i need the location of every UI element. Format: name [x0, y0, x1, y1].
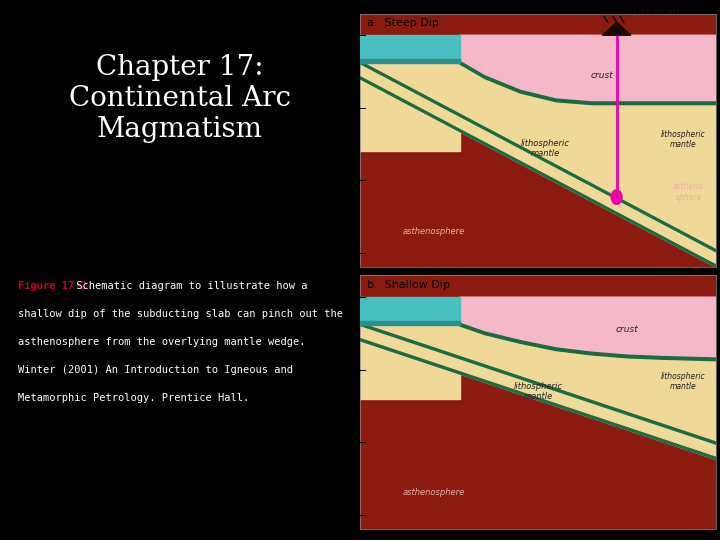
Polygon shape [460, 297, 716, 358]
Polygon shape [360, 77, 716, 267]
Polygon shape [360, 275, 716, 529]
Text: asthenosphere: asthenosphere [402, 227, 465, 235]
Text: asthenosphere from the overlying mantle wedge.: asthenosphere from the overlying mantle … [18, 337, 305, 347]
Text: km: km [338, 406, 351, 415]
Polygon shape [460, 323, 716, 442]
Text: 50: 50 [340, 103, 351, 112]
Polygon shape [360, 339, 716, 460]
Text: 0: 0 [346, 293, 351, 302]
Text: Chapter 17:
Continental Arc
Magmatism: Chapter 17: Continental Arc Magmatism [69, 54, 291, 144]
Text: crust: crust [616, 325, 639, 334]
Text: 50: 50 [340, 365, 351, 374]
Text: a.  Steep Dip: a. Steep Dip [367, 18, 439, 28]
Text: lithospheric
mantle: lithospheric mantle [661, 372, 706, 391]
Polygon shape [360, 323, 716, 444]
Text: shallow dip of the subducting slab can pinch out the: shallow dip of the subducting slab can p… [18, 309, 343, 319]
Text: lithospheric
mantle: lithospheric mantle [513, 382, 563, 401]
Text: Winter (2001) An Introduction to Igneous and: Winter (2001) An Introduction to Igneous… [18, 365, 293, 375]
Polygon shape [360, 321, 460, 325]
Polygon shape [460, 62, 716, 105]
Text: 100: 100 [334, 176, 351, 185]
Text: 150: 150 [334, 248, 351, 257]
Polygon shape [460, 323, 716, 361]
Polygon shape [460, 35, 716, 102]
Polygon shape [360, 323, 460, 399]
Polygon shape [360, 62, 716, 252]
Text: Metamorphic Petrology. Prentice Hall.: Metamorphic Petrology. Prentice Hall. [18, 393, 249, 403]
Text: astheno-
sphere: astheno- sphere [672, 182, 706, 201]
Text: 100: 100 [334, 438, 351, 447]
Text: lithospheric
mantle: lithospheric mantle [521, 139, 570, 158]
Text: lithospheric
mantle: lithospheric mantle [661, 130, 706, 150]
Text: Figure 17-2.: Figure 17-2. [18, 281, 93, 291]
Text: Schematic diagram to illustrate how a: Schematic diagram to illustrate how a [71, 281, 307, 291]
Text: km: km [338, 144, 351, 153]
Polygon shape [360, 297, 460, 323]
Text: asthenosphere: asthenosphere [402, 489, 465, 497]
Polygon shape [360, 14, 716, 267]
Polygon shape [360, 59, 460, 63]
Polygon shape [460, 62, 716, 250]
Polygon shape [360, 35, 460, 62]
Polygon shape [360, 323, 716, 460]
Text: crust: crust [591, 71, 613, 80]
Text: 0: 0 [346, 31, 351, 40]
Text: Volcanic arc: Volcanic arc [627, 8, 682, 16]
Polygon shape [360, 62, 716, 267]
Polygon shape [360, 62, 460, 151]
Text: b.  Shallow Dip: b. Shallow Dip [367, 280, 450, 290]
Polygon shape [603, 22, 631, 35]
Text: 150: 150 [334, 510, 351, 519]
Polygon shape [611, 190, 622, 204]
